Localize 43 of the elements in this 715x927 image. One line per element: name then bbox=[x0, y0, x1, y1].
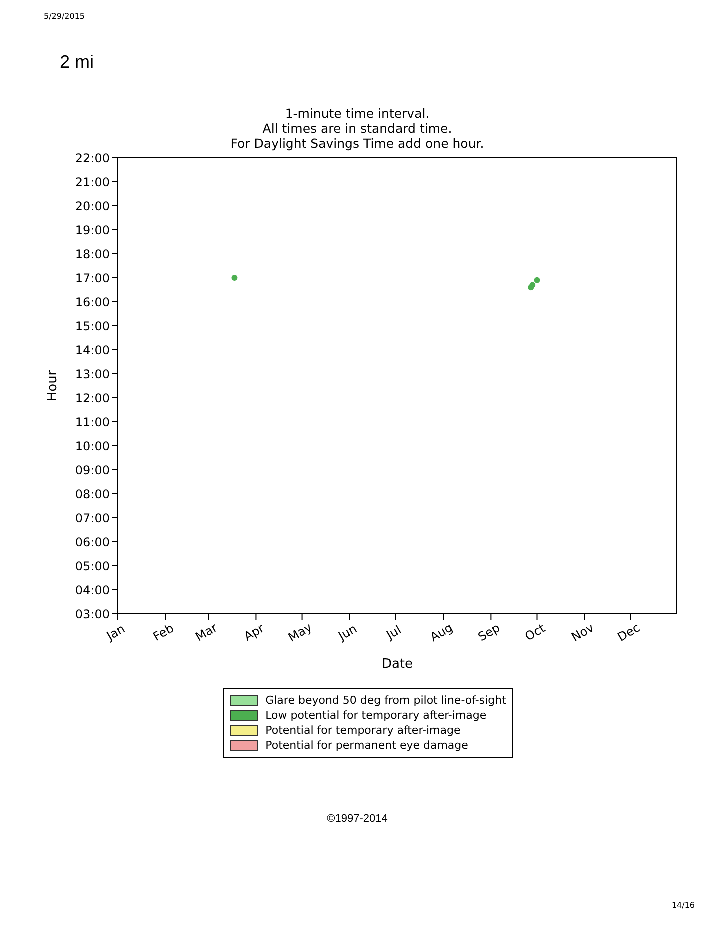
y-tick-label: 05:00 bbox=[75, 559, 110, 574]
x-tick-label: Apr bbox=[242, 621, 267, 644]
chart-subtitle: 1-minute time interval. All times are in standard time. For Daylight Savings Time add one hour. bbox=[230, 106, 486, 151]
x-tick-label: May bbox=[286, 620, 315, 645]
y-tick-label: 17:00 bbox=[75, 271, 110, 286]
y-axis-title: Hour bbox=[46, 370, 61, 402]
chart-title: 2 mi bbox=[60, 52, 94, 73]
legend-label: Glare beyond 50 deg from pilot line-of-sight bbox=[266, 694, 506, 707]
x-tick-label: Jul bbox=[383, 622, 404, 643]
legend-label: Low potential for temporary after-image bbox=[266, 709, 487, 722]
y-tick-label: 06:00 bbox=[75, 535, 110, 550]
y-tick-label: 12:00 bbox=[75, 391, 110, 406]
y-tick-label: 03:00 bbox=[75, 607, 110, 622]
y-tick-label: 09:00 bbox=[75, 463, 110, 478]
x-tick-label: Dec bbox=[615, 620, 642, 644]
x-axis-title: Date bbox=[382, 657, 414, 672]
x-tick-label: Nov bbox=[569, 620, 596, 644]
x-tick-label: Mar bbox=[193, 620, 220, 644]
y-tick-label: 10:00 bbox=[75, 439, 110, 454]
x-tick-label: Oct bbox=[522, 621, 548, 644]
y-tick-label: 16:00 bbox=[75, 295, 110, 310]
x-tick-label: Jan bbox=[104, 622, 128, 644]
y-tick-label: 11:00 bbox=[75, 415, 110, 430]
y-tick-label: 07:00 bbox=[75, 511, 110, 526]
y-tick-label: 22:00 bbox=[75, 151, 110, 166]
x-tick-label: Aug bbox=[428, 620, 456, 644]
x-tick-label: Sep bbox=[476, 620, 502, 644]
text: 14/16 bbox=[672, 901, 695, 910]
legend-label: Potential for permanent eye damage bbox=[266, 739, 468, 752]
text: ©1997-2014 bbox=[326, 813, 389, 825]
y-tick-label: 20:00 bbox=[75, 199, 110, 214]
y-tick-label: 13:00 bbox=[75, 367, 110, 382]
text: 5/29/2015 bbox=[44, 12, 86, 21]
y-tick-label: 15:00 bbox=[75, 319, 110, 334]
y-tick-label: 08:00 bbox=[75, 487, 110, 502]
y-tick-label: 18:00 bbox=[75, 247, 110, 262]
x-tick-label: Feb bbox=[150, 621, 176, 644]
y-tick-label: 04:00 bbox=[75, 583, 110, 598]
y-tick-label: 21:00 bbox=[75, 175, 110, 190]
legend-label: Potential for temporary after-image bbox=[266, 724, 461, 737]
x-tick-label: Jun bbox=[335, 622, 360, 644]
y-tick-label: 14:00 bbox=[75, 343, 110, 358]
y-tick-label: 19:00 bbox=[75, 223, 110, 238]
